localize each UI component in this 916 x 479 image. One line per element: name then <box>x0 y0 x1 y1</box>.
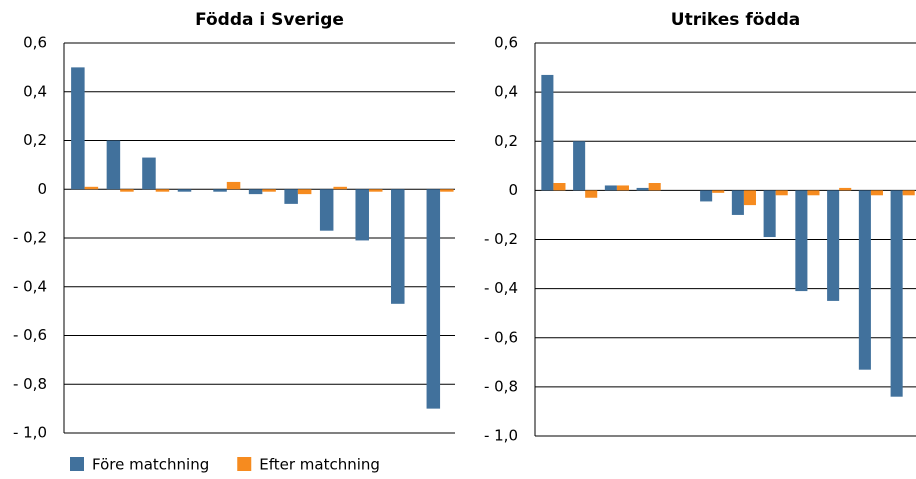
legend-label: Före matchning <box>92 456 209 474</box>
bar <box>71 67 85 190</box>
bar <box>743 190 756 206</box>
bar <box>827 190 840 301</box>
y-tick-label: 0,6 <box>494 34 518 52</box>
y-tick-label: 0 <box>508 181 518 199</box>
legend-label: Efter matchning <box>259 456 380 474</box>
bar <box>763 190 776 238</box>
bar <box>391 189 405 304</box>
bar <box>84 186 99 190</box>
y-tick-label: - 0,8 <box>484 377 518 395</box>
bar <box>573 141 586 191</box>
bar <box>700 190 713 202</box>
bar <box>297 189 312 195</box>
y-tick-label: - 0,6 <box>484 328 518 346</box>
y-tick-label: - 0,4 <box>13 277 47 295</box>
legend-swatch <box>70 457 84 471</box>
bar <box>870 190 883 196</box>
bar <box>155 189 170 192</box>
bar <box>262 189 276 192</box>
bar <box>213 189 227 192</box>
bar <box>248 189 263 195</box>
y-tick-label: - 1,0 <box>484 427 518 445</box>
y-tick-label: 0,6 <box>23 34 47 52</box>
bar <box>839 187 852 191</box>
y-tick-label: 0 <box>37 180 47 198</box>
bar <box>712 190 725 193</box>
y-tick-label: - 0,4 <box>484 279 518 297</box>
bar <box>553 183 566 191</box>
bar <box>775 190 788 196</box>
bar <box>616 185 629 191</box>
bar <box>120 189 134 192</box>
bar <box>440 189 454 192</box>
bar <box>106 140 121 190</box>
y-tick-label: - 0,2 <box>13 229 47 247</box>
bar <box>333 186 347 190</box>
bar <box>355 189 369 241</box>
y-tick-label: - 0,8 <box>13 375 47 393</box>
y-tick-label: - 1,0 <box>13 424 47 442</box>
y-tick-label: 0,4 <box>23 82 47 100</box>
bar <box>177 189 192 192</box>
bar <box>731 190 744 215</box>
bar <box>858 190 871 370</box>
chart-title: Utrikes födda <box>671 10 800 30</box>
bar <box>604 185 617 191</box>
bar <box>795 190 808 292</box>
bar <box>142 157 156 190</box>
bar <box>807 190 820 196</box>
bar <box>541 74 554 191</box>
bar <box>368 189 383 192</box>
bar <box>648 183 661 191</box>
y-tick-label: - 0,6 <box>13 326 47 344</box>
legend-swatch <box>237 457 252 471</box>
bar <box>284 189 298 204</box>
y-tick-label: 0,4 <box>494 83 518 101</box>
bar <box>890 190 903 397</box>
y-tick-label: 0,2 <box>494 132 518 150</box>
bar <box>426 189 441 409</box>
y-tick-label: - 0,2 <box>484 230 518 248</box>
y-tick-label: 0,2 <box>23 131 47 149</box>
bar <box>636 187 649 191</box>
bar <box>902 190 915 196</box>
bar <box>319 189 334 231</box>
chart-title: Födda i Sverige <box>195 10 344 30</box>
bar <box>585 190 598 198</box>
bar <box>226 181 241 190</box>
